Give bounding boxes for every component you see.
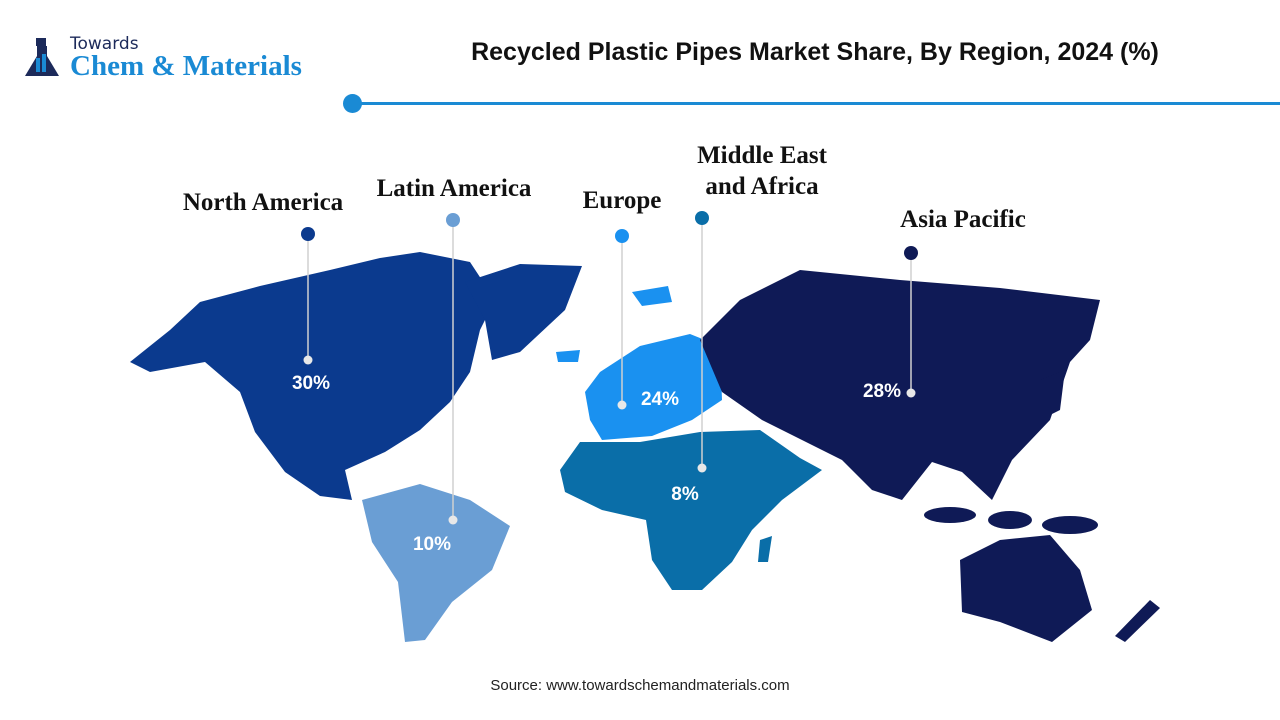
label-latin-america: Latin America xyxy=(376,175,532,202)
region-north-america[interactable] xyxy=(130,252,582,500)
value-north-america: 30% xyxy=(291,373,331,394)
region-asia-pacific[interactable] xyxy=(700,270,1160,642)
label-middle-east-africa: Middle East and Africa xyxy=(697,140,827,202)
label-mea-line1: Middle East xyxy=(697,142,827,169)
marker-dots xyxy=(301,211,918,525)
value-asia-pacific: 28% xyxy=(862,381,902,402)
label-europe: Europe xyxy=(582,187,662,214)
title-divider xyxy=(353,102,1280,105)
leader-lines xyxy=(307,218,912,520)
label-asia-pacific: Asia Pacific xyxy=(900,206,1026,233)
flask-icon xyxy=(25,38,59,76)
value-middle-east-africa: 8% xyxy=(671,484,699,505)
region-latin-america[interactable] xyxy=(362,484,510,642)
page-title: Recycled Plastic Pipes Market Share, By … xyxy=(471,38,1159,66)
divider-dot xyxy=(343,94,362,113)
region-europe[interactable] xyxy=(556,286,722,440)
label-mea-line2: and Africa xyxy=(705,173,819,200)
logo-towards: Towards xyxy=(70,34,139,54)
region-middle-east-africa[interactable] xyxy=(560,430,822,590)
logo-brand: Chem & Materials xyxy=(70,50,302,82)
label-north-america: North America xyxy=(182,189,344,216)
value-europe: 24% xyxy=(640,389,680,410)
source-note: Source: www.towardschemandmaterials.com xyxy=(490,677,790,694)
value-latin-america: 10% xyxy=(412,534,452,555)
